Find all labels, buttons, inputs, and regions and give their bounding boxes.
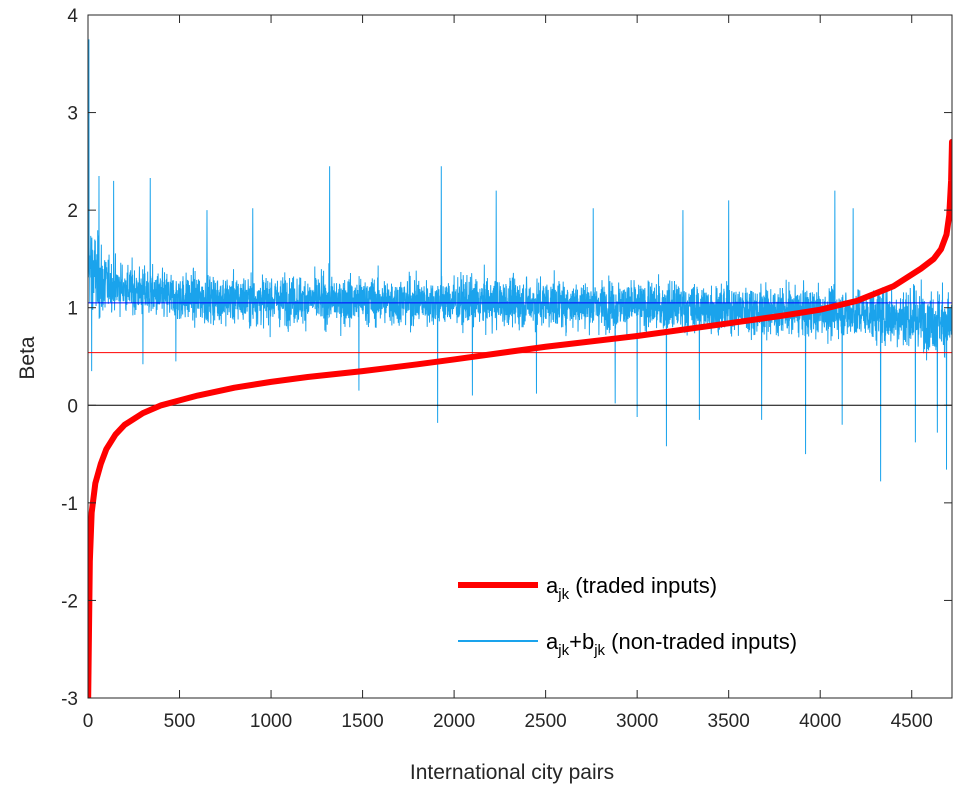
x-tick-label: 1500 <box>341 711 383 732</box>
y-tick-label: -1 <box>61 494 78 515</box>
series-traded-curve <box>88 138 952 698</box>
x-axis-label: International city pairs <box>410 761 614 784</box>
y-tick-label: 4 <box>67 6 78 27</box>
y-tick-label: 2 <box>67 201 78 222</box>
series-non-traded-line <box>88 39 952 482</box>
plot-area <box>87 14 953 699</box>
x-tick-label: 2500 <box>524 711 566 732</box>
x-tick-label: 4500 <box>891 711 933 732</box>
x-tick-label: 4000 <box>799 711 841 732</box>
x-tick-label: 0 <box>83 711 94 732</box>
legend: ajk (traded inputs) ajk+bjk (non-traded i… <box>458 573 797 659</box>
x-tick-label: 1000 <box>250 711 292 732</box>
axis-ticks: 0 500 1000 1500 2000 2500 3000 3500 4000 4500 -3 -2… <box>61 6 952 732</box>
axes-frame <box>87 14 953 699</box>
y-tick-label: 0 <box>67 396 78 417</box>
x-tick-label: 500 <box>164 711 196 732</box>
x-tick-label: 3500 <box>708 711 750 732</box>
y-tick-label: -3 <box>61 689 78 710</box>
y-tick-label: -2 <box>61 591 78 612</box>
x-tick-label: 3000 <box>616 711 658 732</box>
legend-label-1: ajk+bjk (non-traded inputs) <box>546 629 797 659</box>
y-axis-label: Beta <box>16 336 39 380</box>
y-tick-label: 1 <box>67 299 78 320</box>
legend-label-0: ajk (traded inputs) <box>546 573 717 603</box>
y-tick-label: 3 <box>67 104 78 125</box>
x-tick-label: 2000 <box>433 711 475 732</box>
